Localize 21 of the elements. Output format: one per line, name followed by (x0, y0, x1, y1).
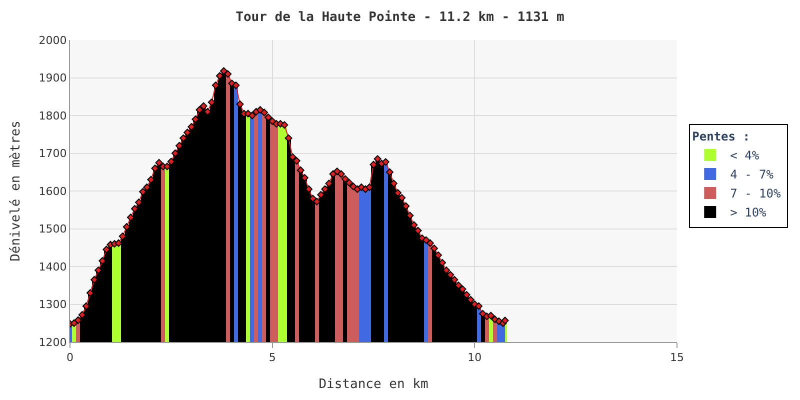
chart-title: Tour de la Haute Pointe - 11.2 km - 1131 m (236, 10, 565, 26)
y-tick-label: 1300 (38, 298, 67, 312)
y-tick-label: 1800 (38, 109, 67, 122)
legend-label: > 10% (730, 206, 768, 220)
x-tick-label: 15 (670, 351, 684, 364)
y-tick-label: 1700 (38, 147, 67, 160)
x-axis-title: Distance en km (318, 376, 428, 392)
x-tick-label: 0 (66, 351, 74, 364)
y-axis-title: Dénivelé en mètres (8, 120, 24, 262)
legend-label: 7 - 10% (730, 186, 782, 201)
x-tick-label: 10 (468, 351, 482, 364)
legend-title: Pentes : (692, 130, 750, 144)
legend-label: 4 - 7% (730, 168, 774, 182)
legend-label: < 4% (730, 148, 760, 163)
y-tick-label: 1600 (38, 184, 67, 198)
y-tick-label: 1400 (38, 260, 67, 274)
y-tick-label: 1900 (38, 72, 67, 85)
y-tick-label: 1200 (38, 336, 67, 349)
y-tick-label: 2000 (38, 34, 67, 47)
x-tick-label: 5 (268, 351, 276, 364)
y-tick-label: 1500 (38, 222, 67, 236)
